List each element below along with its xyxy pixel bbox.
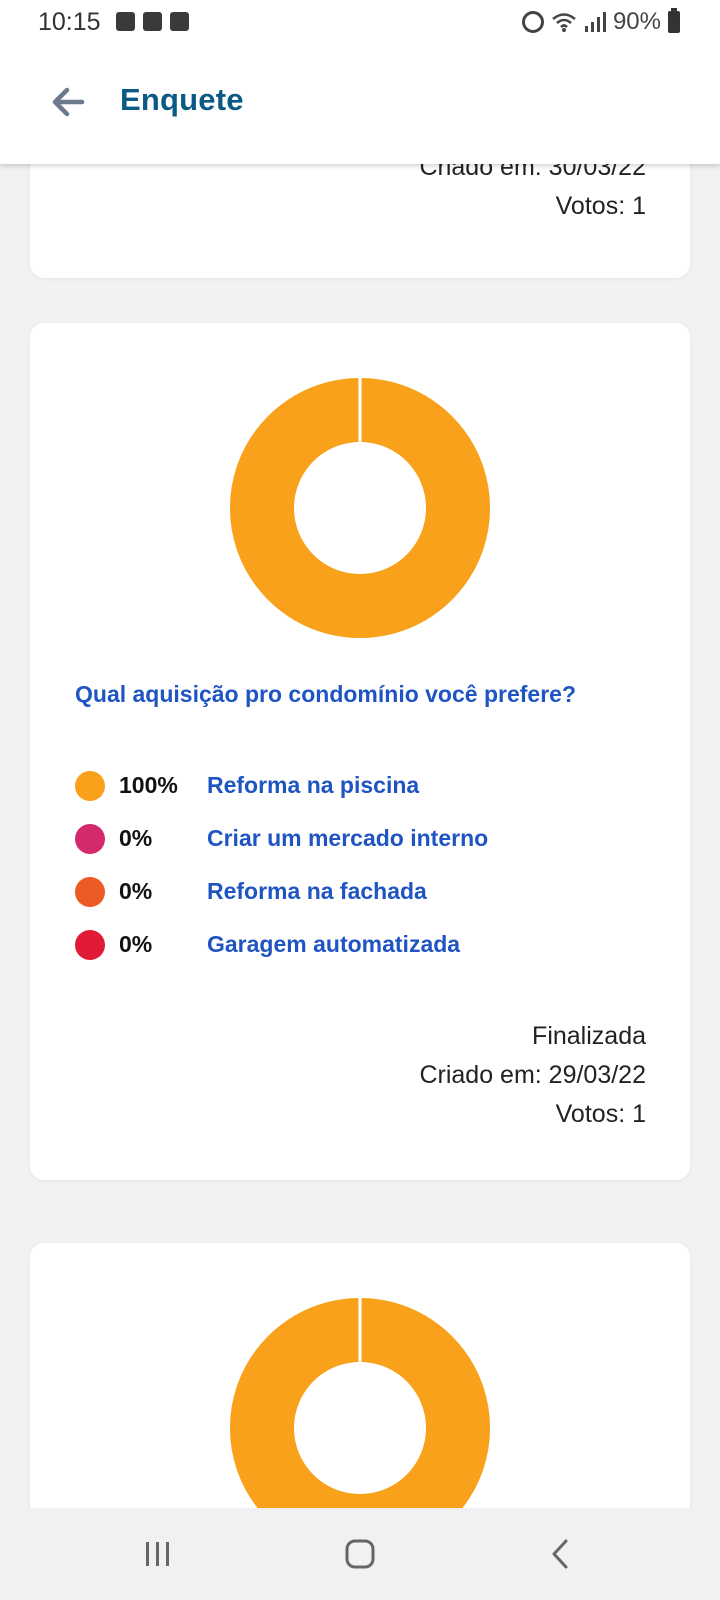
arrow-left-icon xyxy=(52,87,85,117)
clock-app-icon xyxy=(170,12,189,31)
page-title: Enquete xyxy=(120,82,244,117)
system-nav-bar xyxy=(0,1508,720,1600)
option-color-dot xyxy=(75,823,105,854)
donut-slice xyxy=(229,378,490,638)
status-time: 10:15 xyxy=(38,8,101,36)
notification-icons xyxy=(116,12,189,31)
poll-donut-chart xyxy=(229,378,490,638)
back-icon xyxy=(552,1539,568,1569)
voicemail-icon xyxy=(143,12,162,31)
option-color-dot xyxy=(75,929,105,960)
poll-question: Qual aquisição pro condomínio você prefe… xyxy=(75,681,576,707)
option-color-dot xyxy=(75,770,105,801)
battery-percent: 90% xyxy=(612,8,661,35)
poll-status: Finalizada xyxy=(532,1022,646,1050)
donut-slice xyxy=(230,1298,490,1508)
option-label: Reforma na fachada xyxy=(207,878,427,904)
option-label: Garagem automatizada xyxy=(207,931,461,957)
home-icon xyxy=(345,1539,375,1569)
poll-card[interactable]: Qual aquisição pro condomínio você prefe… xyxy=(30,323,690,1180)
status-bar: 10:15 90% xyxy=(0,0,720,46)
poll-card[interactable] xyxy=(30,1243,690,1508)
home-button[interactable] xyxy=(330,1528,390,1580)
poll-vote-count: Votos: 1 xyxy=(555,1100,646,1128)
system-back-button[interactable] xyxy=(530,1528,590,1580)
poll-meta: Finalizada Criado em: 29/03/22 Votos: 1 xyxy=(419,1017,646,1134)
poll-vote-count: Votos: 1 xyxy=(555,192,646,220)
back-button[interactable] xyxy=(46,80,90,124)
poll-donut-chart xyxy=(230,1298,490,1508)
alarm-icon xyxy=(521,11,544,33)
option-label: Reforma na piscina xyxy=(207,772,420,798)
status-right: 90% xyxy=(521,8,680,36)
recent-apps-button[interactable] xyxy=(128,1528,188,1580)
option-percent: 0% xyxy=(119,825,153,851)
poll-option[interactable]: 0% Garagem automatizada xyxy=(75,918,655,971)
poll-option[interactable]: 0% Criar um mercado interno xyxy=(75,812,655,865)
option-percent: 0% xyxy=(119,931,153,957)
battery-icon xyxy=(668,8,680,33)
option-percent: 0% xyxy=(119,878,153,904)
wifi-icon xyxy=(552,13,576,32)
poll-list[interactable]: Criado em: 30/03/22 Votos: 1 Qual aquisi… xyxy=(0,46,720,1508)
recent-apps-icon xyxy=(146,1542,169,1566)
image-icon xyxy=(116,12,135,31)
poll-option[interactable]: 0% Reforma na fachada xyxy=(75,865,655,918)
poll-created-date: Criado em: 29/03/22 xyxy=(419,1061,646,1089)
option-color-dot xyxy=(75,876,105,907)
signal-icon xyxy=(584,12,606,32)
app-bar: Enquete xyxy=(0,46,720,164)
option-label: Criar um mercado interno xyxy=(207,825,489,851)
poll-options: 100% Reforma na piscina 0% Criar um merc… xyxy=(75,759,655,971)
option-percent: 100% xyxy=(119,772,178,798)
poll-option[interactable]: 100% Reforma na piscina xyxy=(75,759,655,812)
